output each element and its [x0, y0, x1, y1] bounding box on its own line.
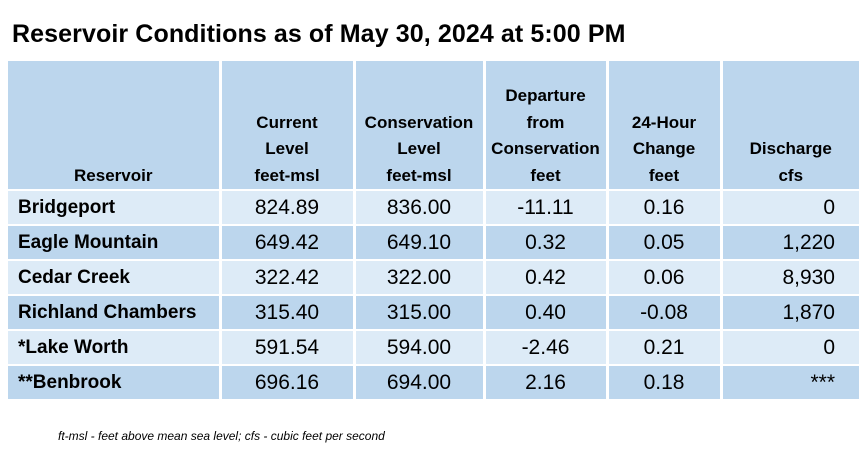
change-cell: 0.21 — [607, 330, 723, 366]
header-departure: Departure from Conservation feet — [484, 61, 609, 191]
discharge-cell: 0 — [721, 330, 859, 366]
table-row: Eagle Mountain 649.42 649.10 0.32 0.05 1… — [8, 225, 859, 261]
departure-cell: 2.16 — [484, 365, 609, 401]
table-row: Richland Chambers 315.40 315.00 0.40 -0.… — [8, 295, 859, 331]
table-row: Cedar Creek 322.42 322.00 0.42 0.06 8,93… — [8, 260, 859, 296]
conservation-level-cell: 315.00 — [354, 295, 486, 331]
current-level-cell: 322.42 — [220, 260, 356, 296]
page-title: Reservoir Conditions as of May 30, 2024 … — [12, 20, 626, 48]
departure-cell: 0.32 — [484, 225, 609, 261]
header-current-level: Current Level feet-msl — [220, 61, 356, 191]
conservation-level-cell: 322.00 — [354, 260, 486, 296]
conservation-level-cell: 836.00 — [354, 190, 486, 226]
reservoir-name: *Lake Worth — [8, 330, 222, 366]
table-row: *Lake Worth 591.54 594.00 -2.46 0.21 0 — [8, 330, 859, 366]
table-row: **Benbrook 696.16 694.00 2.16 0.18 *** — [8, 365, 859, 401]
change-cell: 0.05 — [607, 225, 723, 261]
discharge-cell: 1,870 — [721, 295, 859, 331]
current-level-cell: 649.42 — [220, 225, 356, 261]
discharge-cell: 0 — [721, 190, 859, 226]
reservoir-name: **Benbrook — [8, 365, 222, 401]
header-reservoir: Reservoir — [8, 61, 222, 191]
footnote: ft-msl - feet above mean sea level; cfs … — [58, 429, 385, 443]
reservoir-name: Bridgeport — [8, 190, 222, 226]
change-cell: 0.18 — [607, 365, 723, 401]
current-level-cell: 591.54 — [220, 330, 356, 366]
current-level-cell: 696.16 — [220, 365, 356, 401]
departure-cell: -11.11 — [484, 190, 609, 226]
change-cell: 0.06 — [607, 260, 723, 296]
conservation-level-cell: 594.00 — [354, 330, 486, 366]
current-level-cell: 315.40 — [220, 295, 356, 331]
discharge-cell: 8,930 — [721, 260, 859, 296]
reservoir-name: Cedar Creek — [8, 260, 222, 296]
change-cell: 0.16 — [607, 190, 723, 226]
reservoir-name: Richland Chambers — [8, 295, 222, 331]
table-header-row: Reservoir Current Level feet-msl Conserv… — [8, 61, 859, 191]
departure-cell: 0.40 — [484, 295, 609, 331]
discharge-cell: *** — [721, 365, 859, 401]
current-level-cell: 824.89 — [220, 190, 356, 226]
conservation-level-cell: 694.00 — [354, 365, 486, 401]
table-row: Bridgeport 824.89 836.00 -11.11 0.16 0 — [8, 190, 859, 226]
conservation-level-cell: 649.10 — [354, 225, 486, 261]
discharge-cell: 1,220 — [721, 225, 859, 261]
reservoir-table: Reservoir Current Level feet-msl Conserv… — [8, 61, 859, 401]
departure-cell: 0.42 — [484, 260, 609, 296]
change-cell: -0.08 — [607, 295, 723, 331]
departure-cell: -2.46 — [484, 330, 609, 366]
header-discharge: Discharge cfs — [721, 61, 859, 191]
header-conservation-level: Conservation Level feet-msl — [354, 61, 486, 191]
reservoir-name: Eagle Mountain — [8, 225, 222, 261]
header-24-hour-change: 24-Hour Change feet — [607, 61, 723, 191]
